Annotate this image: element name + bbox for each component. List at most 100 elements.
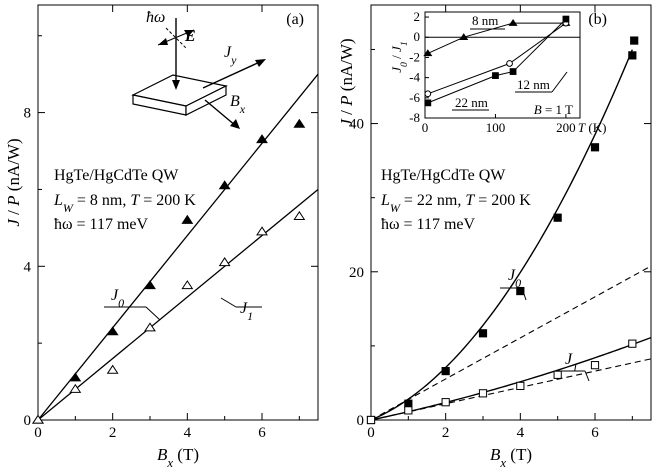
- data-point-j0: [553, 213, 562, 222]
- y-axis-label: J / P (nA/W): [337, 38, 356, 126]
- inset-condition-label: B = 1 T: [534, 102, 573, 117]
- series-label-j0: J0: [111, 287, 124, 310]
- linear-asymptote-j1: [370, 358, 652, 421]
- y-tick-label: 8: [24, 106, 32, 122]
- annotation-conditions: LW = 22 nm, T = 200 K: [380, 192, 531, 215]
- data-point-j1: [404, 406, 413, 415]
- data-point-j0: [106, 326, 119, 336]
- data-point-j1: [441, 398, 450, 407]
- polarization-arrowhead-b: [184, 30, 194, 37]
- data-point-j0: [441, 366, 450, 376]
- data-point-j1: [144, 322, 156, 332]
- inset-y-tick-label: -6: [409, 90, 420, 105]
- sketch-label-bx: Bx: [230, 93, 246, 116]
- panel-label: (a): [286, 11, 304, 28]
- data-point-j0: [256, 134, 268, 144]
- panel-label: (b): [588, 11, 607, 28]
- data-point-j0: [144, 280, 156, 290]
- data-point-j0: [516, 286, 525, 296]
- fit-curve-j0: [370, 49, 633, 421]
- current-arrowhead-jy: [255, 59, 266, 67]
- inset-point-22nm: [509, 68, 517, 75]
- data-point-j0: [630, 36, 639, 45]
- inset-point-8nm: [459, 33, 469, 41]
- linear-asymptote-j0: [370, 265, 652, 421]
- series-label-j1: J1: [565, 351, 578, 374]
- sketch-label-jy: Jy: [224, 44, 237, 67]
- geometry-sketch: ħω E Jy Bx: [131, 9, 266, 129]
- y-tick-label: 40: [349, 117, 364, 133]
- data-point-j0: [69, 372, 82, 382]
- inset-leader-12nm: [551, 71, 568, 93]
- annotation-sample: HgTe/HgCdTe QW: [54, 167, 179, 184]
- y-tick-label: 4: [24, 259, 32, 275]
- plot-frame: [370, 4, 652, 421]
- panel-a: 0 2 4 6 0 4 8 Bx (T) J / P (nA/W) (a) J0 J1 HgTe/HgC…: [4, 4, 319, 468]
- fit-line-j1: [37, 188, 319, 421]
- inset-point-22nm: [424, 99, 432, 107]
- polarization-arrowhead-a: [158, 38, 168, 45]
- inset-point-8nm: [423, 49, 433, 57]
- series-label-j1: J1: [240, 300, 253, 323]
- inset-frame: [424, 11, 581, 119]
- y-axis-label: J / P (nA/W): [4, 138, 23, 226]
- leader-line-j0: [145, 306, 161, 321]
- data-point-j1: [181, 280, 194, 290]
- incident-beam-arrowhead: [172, 80, 180, 90]
- inset-point-22nm: [562, 15, 570, 23]
- plot-frame: [37, 4, 319, 421]
- fit-curve-j1: [370, 336, 652, 421]
- data-point-j1: [106, 364, 119, 374]
- sketch-label-field-e: E: [184, 28, 196, 45]
- data-point-j1: [32, 414, 44, 424]
- inset-point-8nm: [508, 18, 518, 26]
- y-tick-label: 20: [349, 265, 364, 281]
- field-arrowhead-bx: [230, 119, 240, 129]
- series-label-j0: J0: [508, 267, 521, 290]
- data-point-j1: [218, 257, 231, 267]
- inset-y-tick-label: -4: [409, 70, 420, 85]
- data-point-j0: [218, 180, 231, 190]
- data-point-j1: [69, 383, 82, 393]
- fit-line-j0: [37, 73, 319, 421]
- leader-line-j1: [220, 297, 237, 308]
- inset-series-label-22nm: 22 nm: [455, 95, 488, 110]
- annotation-conditions: LW = 8 nm, T = 200 K: [53, 192, 196, 215]
- data-point-j1: [553, 370, 562, 379]
- data-point-j0: [181, 214, 194, 224]
- data-point-j1: [256, 226, 268, 236]
- x-tick-label: 6: [258, 425, 266, 441]
- data-point-j0: [404, 399, 413, 408]
- x-tick-label: 0: [367, 425, 375, 441]
- inset-x-tick-label: 200: [556, 120, 576, 135]
- sketch-label-photon: ħω: [146, 9, 165, 26]
- leader-line-j0: [521, 287, 527, 301]
- data-point-j1: [628, 339, 637, 348]
- y-tick-label: 0: [24, 413, 32, 429]
- x-tick-label: 0: [34, 425, 42, 441]
- inset-series-label-12nm: 12 nm: [517, 77, 550, 92]
- inset-x-tick-label: 0: [422, 120, 429, 135]
- x-tick-label: 4: [184, 425, 192, 441]
- data-point-j0: [478, 329, 488, 338]
- y-tick-label: 0: [357, 413, 365, 429]
- inset-y-tick-label: 0: [414, 29, 421, 44]
- field-arrow-bx: [204, 99, 237, 127]
- x-axis-label: Bx (T): [490, 445, 532, 468]
- x-axis-label: Bx (T): [157, 445, 199, 468]
- inset-point-12nm: [424, 90, 432, 98]
- data-point-j1: [478, 389, 488, 398]
- inset-line-8nm: [427, 22, 566, 54]
- x-tick-label: 6: [591, 425, 599, 441]
- data-point-j1: [590, 361, 600, 370]
- inset-y-axis-label: J0 / J1: [389, 41, 410, 72]
- data-point-j0: [293, 118, 306, 128]
- data-point-j0: [628, 51, 637, 60]
- inset-y-tick-label: 2: [414, 9, 421, 24]
- x-tick-label: 2: [109, 425, 117, 441]
- inset-x-tick-label: 100: [486, 120, 506, 135]
- x-tick-label: 4: [517, 425, 525, 441]
- inset-y-tick-label: -2: [409, 49, 420, 64]
